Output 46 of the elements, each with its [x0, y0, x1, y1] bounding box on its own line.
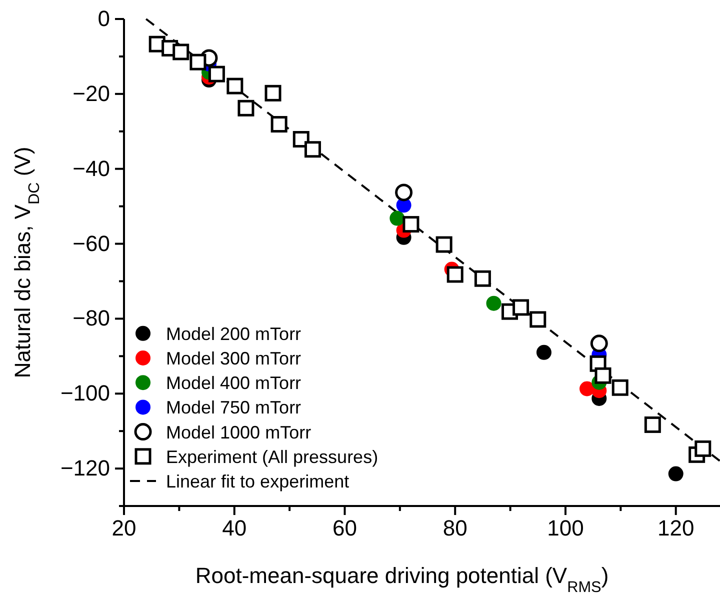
point [264, 84, 282, 102]
y-tick-label: −100 [60, 380, 110, 406]
point [304, 141, 321, 158]
point [395, 184, 413, 202]
x-tick-label: 80 [442, 516, 468, 541]
point [536, 344, 552, 360]
point [644, 416, 661, 433]
point [436, 236, 452, 253]
point [486, 296, 502, 311]
legend-label: Model 200 mTorr [166, 324, 302, 344]
y-tick-label: −20 [72, 80, 110, 106]
point [590, 334, 608, 352]
legend-label: Model 400 mTorr [166, 373, 302, 394]
legend-label: Model 1000 mTorr [166, 422, 312, 442]
legend-label: Linear fit to experiment [166, 472, 350, 492]
point [668, 466, 684, 482]
legend-label: Experiment (All pressures) [166, 446, 378, 467]
y-tick-label: −40 [72, 156, 110, 181]
x-axis-title: Root-mean-square driving potential (V$_{RMS}$) [195, 563, 609, 595]
point [446, 266, 464, 283]
legend-label: Model 750 mTorr [166, 398, 302, 418]
y-tick-label: −80 [72, 306, 110, 331]
x-tick-label: 120 [657, 516, 694, 541]
point [512, 299, 530, 316]
legend-label: Model 300 mTorr [166, 348, 302, 368]
point [238, 100, 254, 116]
point [390, 210, 405, 226]
point [292, 131, 310, 148]
point [474, 270, 491, 287]
y-tick-label: 0 [98, 6, 110, 32]
point [694, 440, 712, 457]
x-tick-label: 100 [547, 516, 584, 541]
point [402, 216, 420, 233]
point [594, 367, 612, 384]
x-tick-label: 40 [222, 516, 247, 541]
point [208, 66, 225, 82]
x-tick-label: 60 [332, 516, 357, 541]
point [270, 116, 288, 133]
y-tick-label: −120 [60, 456, 110, 481]
y-tick-label: −60 [72, 230, 110, 256]
point [612, 379, 628, 396]
point [172, 44, 190, 60]
point [530, 311, 546, 328]
x-tick-label: 20 [112, 516, 136, 541]
point [226, 78, 244, 94]
point [190, 54, 206, 70]
